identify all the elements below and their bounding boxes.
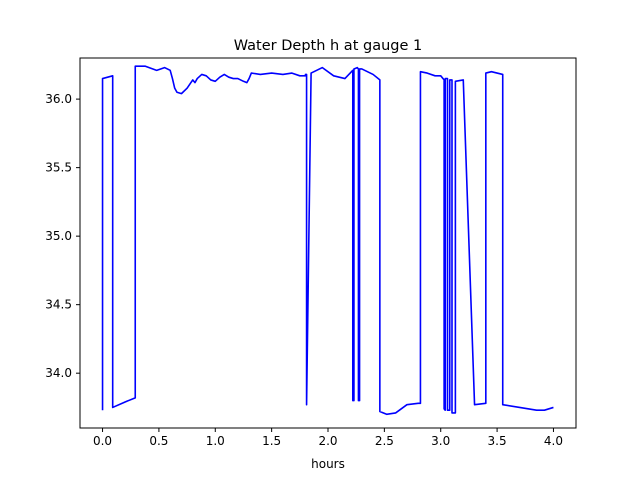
y-axis-ticks: 34.0 34.5 35.0 35.5 36.0	[45, 92, 80, 380]
x-tick-label: 0.0	[93, 434, 112, 448]
x-tick-label: 3.5	[488, 434, 507, 448]
x-axis-label: hours	[311, 457, 345, 471]
y-tick-label: 34.5	[45, 298, 72, 312]
y-tick-label: 35.5	[45, 161, 72, 175]
x-tick-label: 1.0	[206, 434, 225, 448]
series-line-water-depth	[101, 65, 554, 416]
x-tick-label: 2.5	[375, 434, 394, 448]
y-tick-label: 34.0	[45, 366, 72, 380]
plot-frame	[79, 57, 577, 429]
y-tick-label: 35.0	[45, 229, 72, 243]
x-tick-label: 3.0	[431, 434, 450, 448]
x-axis-ticks: 0.0 0.5 1.0 1.5 2.0 2.5 3.0 3.5 4.0	[93, 428, 563, 448]
chart-title: Water Depth h at gauge 1	[234, 38, 422, 54]
y-tick-label: 36.0	[45, 92, 72, 106]
x-tick-label: 0.5	[149, 434, 168, 448]
x-tick-label: 1.5	[262, 434, 281, 448]
plot-series	[101, 65, 554, 416]
x-tick-label: 4.0	[544, 434, 563, 448]
x-tick-label: 2.0	[318, 434, 337, 448]
